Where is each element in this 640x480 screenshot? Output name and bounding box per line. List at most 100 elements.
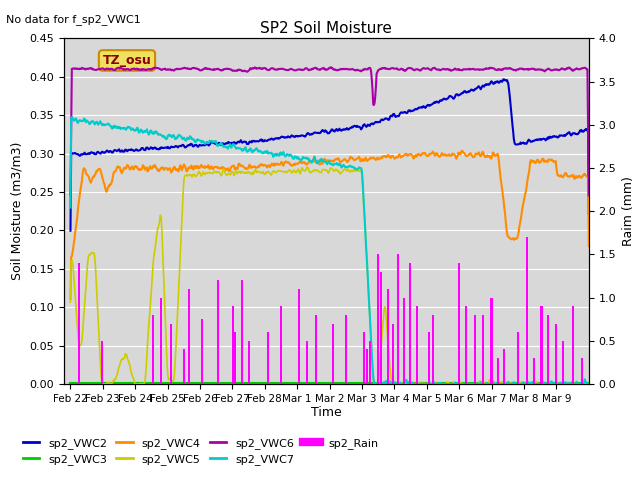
- Bar: [218, 280, 219, 384]
- Bar: [367, 349, 368, 384]
- Bar: [298, 289, 300, 384]
- Bar: [267, 332, 268, 384]
- Bar: [527, 237, 528, 384]
- Bar: [518, 332, 519, 384]
- Bar: [475, 315, 476, 384]
- Bar: [542, 306, 543, 384]
- Bar: [541, 306, 542, 384]
- Bar: [387, 289, 388, 384]
- Bar: [161, 298, 162, 384]
- Bar: [458, 263, 459, 384]
- Bar: [184, 349, 185, 384]
- Bar: [428, 332, 429, 384]
- Bar: [77, 263, 78, 384]
- Bar: [234, 332, 235, 384]
- Bar: [306, 341, 307, 384]
- Bar: [363, 332, 364, 384]
- Bar: [170, 324, 171, 384]
- Bar: [498, 358, 499, 384]
- Bar: [393, 324, 394, 384]
- Bar: [370, 341, 371, 384]
- Bar: [433, 315, 434, 384]
- Bar: [491, 298, 492, 384]
- Bar: [332, 324, 333, 384]
- Bar: [526, 237, 527, 384]
- Bar: [410, 263, 411, 384]
- Bar: [459, 263, 460, 384]
- Bar: [503, 349, 504, 384]
- Bar: [504, 349, 505, 384]
- Bar: [235, 332, 236, 384]
- Bar: [582, 358, 583, 384]
- Bar: [232, 306, 233, 384]
- Bar: [160, 298, 161, 384]
- Bar: [366, 349, 367, 384]
- Bar: [388, 289, 389, 384]
- Bar: [78, 263, 79, 384]
- Bar: [241, 280, 242, 384]
- Bar: [492, 298, 493, 384]
- Bar: [404, 298, 405, 384]
- Bar: [562, 341, 563, 384]
- X-axis label: Time: Time: [311, 407, 342, 420]
- Bar: [434, 315, 435, 384]
- Bar: [490, 298, 491, 384]
- Bar: [307, 341, 308, 384]
- Bar: [474, 315, 475, 384]
- Bar: [581, 358, 582, 384]
- Bar: [364, 332, 365, 384]
- Bar: [548, 315, 549, 384]
- Y-axis label: Raim (mm): Raim (mm): [622, 176, 635, 246]
- Bar: [381, 272, 382, 384]
- Legend: sp2_VWC2, sp2_VWC3, sp2_VWC4, sp2_VWC5, sp2_VWC6, sp2_VWC7, sp2_Rain: sp2_VWC2, sp2_VWC3, sp2_VWC4, sp2_VWC5, …: [19, 433, 383, 469]
- Bar: [369, 341, 370, 384]
- Bar: [249, 341, 250, 384]
- Bar: [403, 298, 404, 384]
- Bar: [417, 306, 418, 384]
- Bar: [280, 306, 281, 384]
- Bar: [188, 289, 189, 384]
- Bar: [101, 341, 102, 384]
- Bar: [268, 332, 269, 384]
- Bar: [233, 306, 234, 384]
- Bar: [416, 306, 417, 384]
- Bar: [183, 349, 184, 384]
- Bar: [497, 358, 498, 384]
- Bar: [153, 315, 154, 384]
- Bar: [483, 315, 484, 384]
- Bar: [281, 306, 282, 384]
- Title: SP2 Soil Moisture: SP2 Soil Moisture: [260, 21, 392, 36]
- Bar: [344, 315, 345, 384]
- Bar: [397, 254, 398, 384]
- Y-axis label: Soil Moisture (m3/m3): Soil Moisture (m3/m3): [11, 142, 24, 280]
- Bar: [547, 315, 548, 384]
- Bar: [533, 358, 534, 384]
- Bar: [242, 280, 243, 384]
- Bar: [378, 254, 379, 384]
- Bar: [556, 324, 557, 384]
- Bar: [100, 341, 101, 384]
- Bar: [200, 319, 201, 384]
- Bar: [217, 280, 218, 384]
- Bar: [202, 319, 203, 384]
- Bar: [316, 315, 317, 384]
- Bar: [505, 349, 506, 384]
- Bar: [380, 272, 381, 384]
- Bar: [465, 306, 466, 384]
- Bar: [517, 332, 518, 384]
- Bar: [377, 254, 378, 384]
- Bar: [248, 341, 249, 384]
- Bar: [466, 306, 467, 384]
- Bar: [563, 341, 564, 384]
- Bar: [201, 319, 202, 384]
- Bar: [152, 315, 153, 384]
- Bar: [398, 254, 399, 384]
- Bar: [345, 315, 346, 384]
- Bar: [392, 324, 393, 384]
- Bar: [572, 306, 573, 384]
- Bar: [171, 324, 172, 384]
- Text: TZ_osu: TZ_osu: [102, 54, 151, 67]
- Bar: [411, 263, 412, 384]
- Text: No data for f_sp2_VWC1: No data for f_sp2_VWC1: [6, 14, 141, 25]
- Bar: [534, 358, 535, 384]
